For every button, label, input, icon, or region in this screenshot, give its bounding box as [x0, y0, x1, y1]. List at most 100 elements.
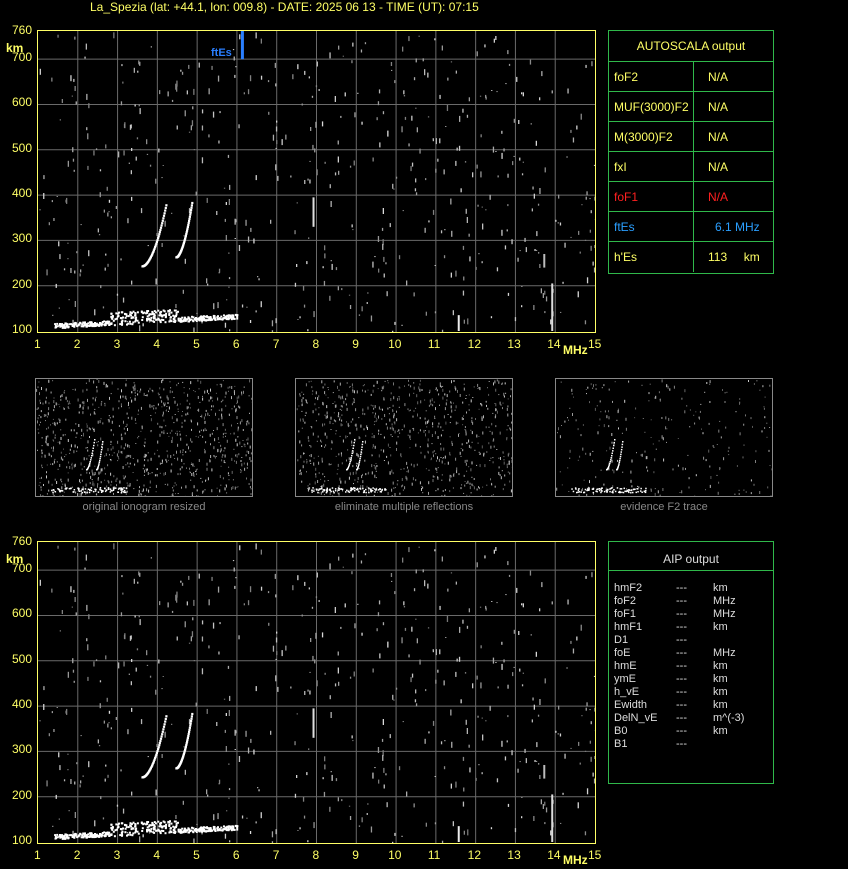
thumb-noise	[378, 406, 380, 410]
noise-point	[296, 202, 298, 204]
thumb-noise	[364, 440, 366, 444]
noise-point	[593, 778, 595, 784]
thumb-noise	[67, 472, 69, 474]
thumb-noise	[86, 447, 88, 449]
e-layer-echo	[231, 827, 234, 830]
aip-unit: km	[713, 582, 728, 594]
thumb-noise	[340, 452, 342, 455]
thumb-noise	[392, 410, 394, 413]
thumb-noise	[82, 411, 84, 414]
e-layer-echo	[197, 317, 200, 320]
e-layer-echo	[103, 834, 106, 837]
thumb-noise	[500, 404, 502, 406]
e-layer-echo	[84, 832, 86, 835]
thumb-noise	[81, 468, 83, 470]
noise-point	[580, 113, 582, 120]
noise-point	[80, 735, 82, 737]
e-layer-echo	[128, 320, 131, 323]
noise-point	[162, 676, 164, 677]
thumb-noise	[205, 441, 207, 444]
thumb-e-layer	[330, 490, 332, 493]
thumb-e-layer	[607, 488, 609, 491]
thumb-noise	[755, 460, 756, 463]
f-layer-trace	[159, 739, 162, 743]
thumb-noise	[424, 455, 426, 459]
noise-point	[156, 233, 158, 236]
x-tick-label: 12	[467, 337, 481, 351]
thumb-e-layer	[323, 489, 326, 492]
thumb-noise	[493, 382, 494, 386]
thumb-noise	[113, 433, 114, 436]
thumb-noise	[129, 454, 131, 457]
thumb-f-trace	[357, 466, 359, 468]
noise-point	[354, 112, 356, 118]
thumb-noise	[338, 492, 340, 496]
thumb-noise	[479, 464, 481, 468]
f-layer-trace	[190, 717, 193, 720]
e-layer-echo	[180, 831, 183, 834]
thumb-noise	[324, 446, 325, 448]
aip-row: foF1 --- MHz	[614, 608, 774, 621]
thumb-noise	[62, 434, 64, 437]
thumb-noise	[52, 493, 54, 495]
e-layer-echo	[66, 834, 69, 837]
noise-point	[234, 218, 236, 225]
thumb-noise	[133, 382, 135, 384]
thumb-noise	[110, 429, 112, 432]
thumb-noise	[110, 393, 112, 395]
noise-point	[188, 642, 191, 644]
e-layer-echo	[229, 825, 232, 828]
noise-point	[452, 821, 454, 827]
thumb-noise	[310, 426, 312, 427]
x-tick-label: 12	[467, 848, 481, 862]
thumb-noise	[596, 405, 598, 407]
noise-point	[493, 549, 495, 554]
thumb-e-layer	[587, 489, 590, 491]
noise-point	[311, 95, 314, 98]
noise-point	[309, 160, 311, 162]
noise-point	[382, 208, 384, 214]
noise-point	[39, 720, 41, 722]
e-layer-echo	[96, 835, 99, 838]
thumb-noise	[81, 401, 83, 404]
noise-point	[309, 179, 311, 184]
noise-point	[485, 720, 487, 722]
thumb-noise	[437, 488, 439, 491]
thumb-noise	[409, 393, 410, 397]
thumb-noise	[398, 406, 400, 408]
thumb-noise	[62, 495, 64, 499]
thumb-noise	[750, 479, 752, 482]
thumb-noise	[91, 479, 93, 481]
thumb-noise	[491, 431, 493, 435]
noise-point	[434, 265, 436, 266]
noise-point	[159, 601, 161, 606]
e-layer-echo	[68, 323, 71, 326]
e-layer-echo	[73, 324, 76, 327]
thumb-noise	[40, 421, 41, 423]
y-tick-label: 400	[11, 186, 32, 201]
thumb-noise	[69, 452, 71, 454]
thumb-noise	[229, 386, 231, 389]
thumb-noise	[59, 419, 61, 422]
thumb-noise	[188, 446, 189, 450]
thumb-noise	[338, 395, 340, 399]
thumb-noise	[472, 397, 474, 398]
thumb-noise	[373, 384, 375, 387]
thumb-f-trace	[613, 444, 615, 447]
noise-point	[531, 208, 533, 212]
thumb-noise	[445, 421, 447, 425]
noise-point	[285, 134, 287, 140]
e-layer-echo	[160, 821, 163, 824]
noise-point	[480, 682, 482, 689]
noise-point	[67, 160, 69, 167]
e-layer-echo	[231, 316, 234, 319]
thumb-noise	[488, 393, 490, 396]
thumb-noise	[335, 430, 337, 432]
noise-point	[224, 833, 227, 839]
thumb-noise	[404, 486, 406, 490]
thumb-noise	[585, 389, 587, 390]
thumb-noise	[40, 410, 42, 413]
noise-point	[322, 777, 324, 780]
aip-unit: MHz	[713, 595, 736, 607]
thumb-noise	[717, 491, 719, 495]
